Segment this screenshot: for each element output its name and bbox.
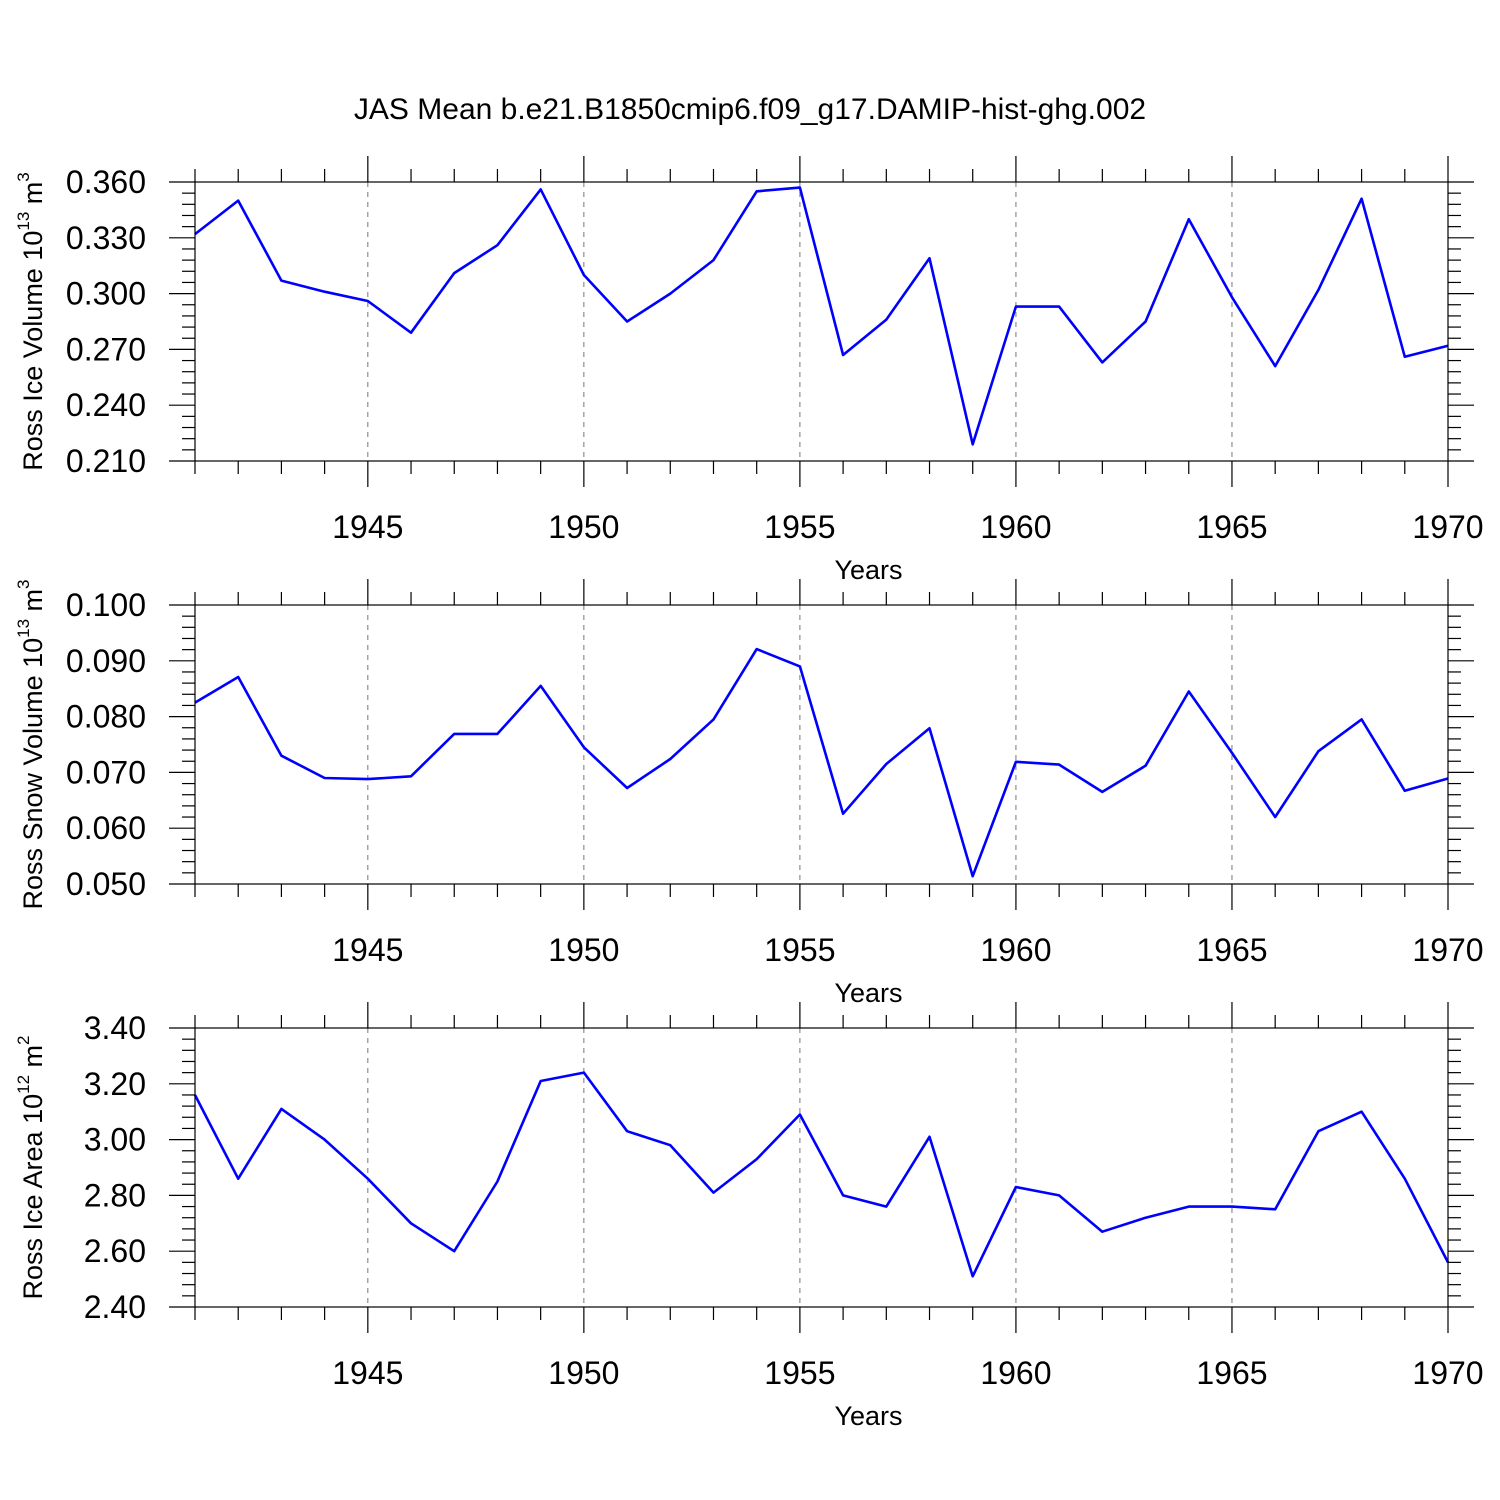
x-axis-label: Years [834,978,902,1008]
plot-frame [194,604,1449,885]
y-axis-label-exponent: 12 [14,1075,33,1094]
tick-marks [169,156,1474,487]
tick-marks [169,579,1474,910]
y-tick-label: 3.20 [84,1066,146,1102]
x-tick-label: 1965 [1196,509,1267,545]
y-axis-label: Ross Ice Area 1012 m2 [14,1035,48,1299]
y-tick-label: 3.40 [84,1010,146,1046]
y-axis-label-exponent: 13 [14,619,33,638]
y-tick-labels: 0.050 0.060 0.070 0.080 0.090 0.100 [66,587,146,902]
y-axis-label-unit: m [18,1045,48,1068]
y-tick-label: 0.080 [66,699,146,735]
y-tick-labels: 0.210 0.240 0.270 0.300 0.330 0.360 [66,164,146,479]
y-axis-label-exponent: 13 [14,212,33,231]
y-axis-label-unit: m [18,589,48,612]
y-axis-label-unit-exponent: 3 [14,172,33,181]
series-line [194,647,1449,878]
y-tick-label: 2.40 [84,1289,146,1325]
y-axis-label-unit-exponent: 2 [14,1035,33,1044]
y-axis-label-unit-exponent: 3 [14,579,33,588]
y-tick-label: 0.100 [66,587,146,623]
y-axis-label-space [18,611,48,619]
chart-title: JAS Mean b.e21.B1850cmip6.f09_g17.DAMIP-… [354,93,1146,126]
x-tick-labels: 1945 1950 1955 1960 1965 1970 [332,1355,1483,1391]
y-tick-label: 3.00 [84,1122,146,1158]
y-tick-label: 0.050 [66,866,146,902]
x-tick-label: 1970 [1412,1355,1483,1391]
tick-marks [169,1002,1474,1333]
x-tick-label: 1945 [332,1355,403,1391]
x-tick-label: 1945 [332,932,403,968]
y-tick-label: 2.80 [84,1177,146,1213]
x-tick-label: 1970 [1412,509,1483,545]
y-tick-labels: 2.40 2.60 2.80 3.00 3.20 3.40 [84,1010,146,1325]
y-axis-label-main: Ross Snow Volume 10 [18,638,48,910]
y-tick-label: 0.330 [66,220,146,256]
y-tick-label: 0.060 [66,810,146,846]
y-tick-label: 0.270 [66,331,146,367]
y-tick-label: 0.210 [66,443,146,479]
x-tick-labels: 1945 1950 1955 1960 1965 1970 [332,509,1483,545]
gridlines [367,182,1233,461]
y-tick-label: 0.070 [66,754,146,790]
x-tick-label: 1950 [548,932,619,968]
y-tick-label: 0.300 [66,276,146,312]
gridlines [367,1028,1233,1307]
y-axis-label-main: Ross Ice Area 10 [18,1094,48,1300]
x-tick-label: 1955 [764,509,835,545]
y-axis-label-space [18,1067,48,1075]
y-tick-label: 0.090 [66,643,146,679]
y-axis-label: Ross Snow Volume 1013 m3 [14,579,48,909]
series-line [194,186,1449,446]
y-axis-label-space [18,204,48,212]
x-tick-label: 1960 [980,932,1051,968]
plot-frame [194,181,1449,462]
gridlines [367,605,1233,884]
y-axis-label-main: Ross Ice Volume 10 [18,231,48,471]
x-tick-label: 1955 [764,932,835,968]
y-tick-label: 2.60 [84,1233,146,1269]
x-tick-label: 1945 [332,509,403,545]
x-tick-label: 1965 [1196,1355,1267,1391]
plot-frame [194,1027,1449,1308]
y-tick-label: 0.240 [66,387,146,423]
x-axis-label: Years [834,1401,902,1431]
panel-ice-area: 2.40 2.60 2.80 3.00 3.20 3.40 1945 1950 1955 196… [14,1002,1484,1431]
x-tick-label: 1960 [980,1355,1051,1391]
x-tick-labels: 1945 1950 1955 1960 1965 1970 [332,932,1483,968]
x-tick-label: 1955 [764,1355,835,1391]
x-axis-label: Years [834,555,902,585]
x-tick-label: 1950 [548,509,619,545]
x-tick-label: 1970 [1412,932,1483,968]
y-tick-label: 0.360 [66,164,146,200]
x-tick-label: 1950 [548,1355,619,1391]
x-tick-label: 1965 [1196,932,1267,968]
y-axis-label-unit: m [18,182,48,205]
series-line [193,1071,1450,1278]
y-axis-label: Ross Ice Volume 1013 m3 [14,172,48,471]
x-tick-label: 1960 [980,509,1051,545]
